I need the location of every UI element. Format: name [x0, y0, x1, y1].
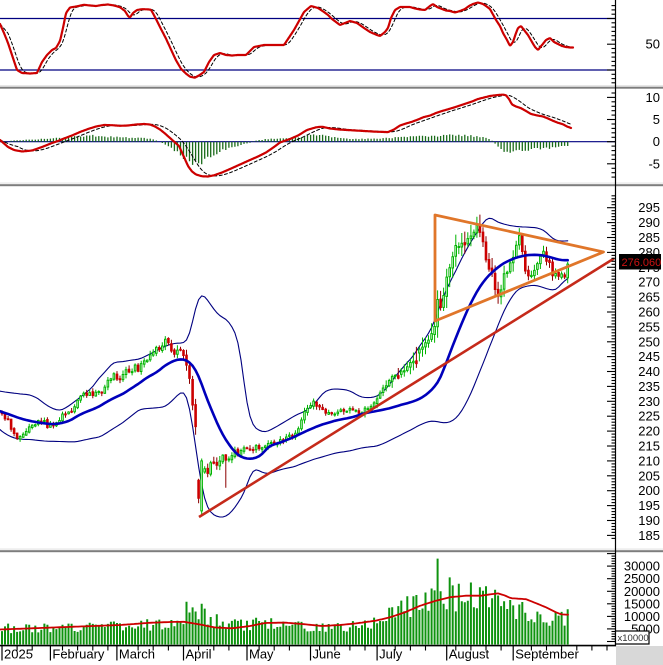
svg-text:50: 50 [646, 37, 660, 52]
svg-text:240: 240 [638, 364, 660, 379]
svg-text:225: 225 [638, 409, 660, 424]
svg-text:250: 250 [638, 334, 660, 349]
svg-text:March: March [119, 647, 155, 662]
svg-text:255: 255 [638, 319, 660, 334]
svg-text:x10000: x10000 [618, 633, 649, 644]
svg-text:10: 10 [646, 90, 660, 105]
svg-text:290: 290 [638, 215, 660, 230]
svg-text:30000: 30000 [624, 559, 660, 574]
svg-text:February: February [52, 647, 105, 662]
svg-text:August: August [449, 647, 490, 662]
svg-text:185: 185 [638, 528, 660, 543]
svg-text:230: 230 [638, 394, 660, 409]
svg-text:15000: 15000 [624, 596, 660, 611]
svg-text:235: 235 [638, 379, 660, 394]
svg-text:276.060: 276.060 [622, 257, 662, 269]
svg-text:220: 220 [638, 424, 660, 439]
svg-text:195: 195 [638, 498, 660, 513]
svg-text:205: 205 [638, 468, 660, 483]
svg-text:200: 200 [638, 483, 660, 498]
svg-text:190: 190 [638, 513, 660, 528]
svg-text:25000: 25000 [624, 571, 660, 586]
svg-text:2025: 2025 [4, 647, 33, 662]
svg-text:245: 245 [638, 349, 660, 364]
svg-text:210: 210 [638, 453, 660, 468]
svg-text:0: 0 [653, 134, 660, 149]
svg-text:May: May [249, 647, 274, 662]
svg-text:260: 260 [638, 305, 660, 320]
svg-text:5: 5 [653, 112, 660, 127]
svg-text:10000: 10000 [624, 609, 660, 624]
svg-text:20000: 20000 [624, 584, 660, 599]
svg-text:270: 270 [638, 275, 660, 290]
svg-text:July: July [379, 647, 403, 662]
svg-text:215: 215 [638, 439, 660, 454]
svg-text:295: 295 [638, 200, 660, 215]
svg-text:April: April [186, 647, 212, 662]
svg-text:265: 265 [638, 290, 660, 305]
svg-text:September: September [515, 647, 579, 662]
svg-text:-5: -5 [648, 156, 660, 171]
svg-text:June: June [313, 647, 341, 662]
svg-text:285: 285 [638, 230, 660, 245]
